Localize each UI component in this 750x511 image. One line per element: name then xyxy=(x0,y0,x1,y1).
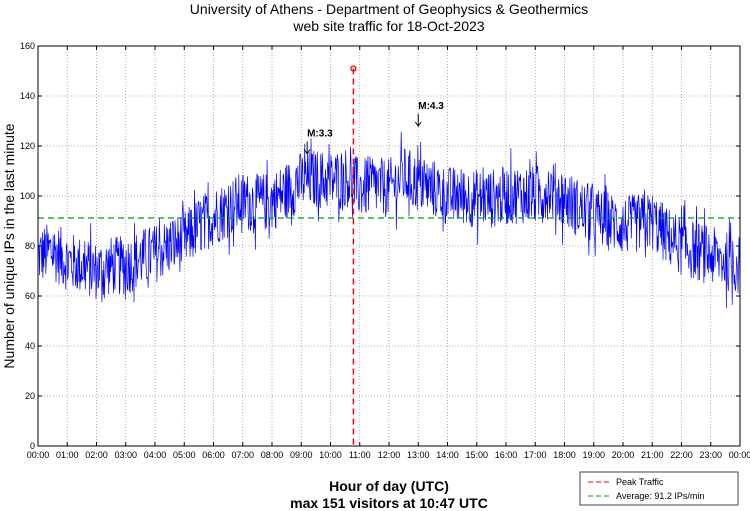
peak-marker xyxy=(350,65,357,72)
annotation-label: M:3.3 xyxy=(307,129,333,140)
legend-peak-label: Peak Traffic xyxy=(616,477,664,487)
chart-subtitle: web site traffic for 18-Oct-2023 xyxy=(292,18,484,34)
chart-title: University of Athens - Department of Geo… xyxy=(190,1,588,17)
y-tick-label: 40 xyxy=(25,341,35,351)
y-tick-label: 0 xyxy=(30,441,35,451)
x-tick-label: 05:00 xyxy=(173,450,196,460)
y-tick-label: 120 xyxy=(20,141,35,151)
x-tick-label: 03:00 xyxy=(114,450,137,460)
y-tick-label: 80 xyxy=(25,241,35,251)
y-tick-label: 20 xyxy=(25,391,35,401)
legend: Peak Traffic Average: 91.2 IPs/min xyxy=(579,471,739,506)
annotation-arrowhead xyxy=(414,121,422,127)
x-axis-ticks: 00:00 01:00 02:00 03:00 04:00 05:00 06:00 07:00… xyxy=(27,46,750,460)
x-tick-label: 01:00 xyxy=(56,450,79,460)
y-tick-label: 160 xyxy=(20,41,35,51)
y-tick-label: 100 xyxy=(20,191,35,201)
x-tick-label: 20:00 xyxy=(612,450,635,460)
y-tick-label: 60 xyxy=(25,291,35,301)
x-tick-label: 09:00 xyxy=(290,450,313,460)
annotations: M:3.3 M:4.3 xyxy=(303,101,444,155)
x-tick-label: 06:00 xyxy=(202,450,225,460)
x-axis-sublabel: max 151 visitors at 10:47 UTC xyxy=(290,495,488,511)
plot-frame xyxy=(37,45,741,447)
x-tick-label: 00:00 xyxy=(27,450,50,460)
x-tick-label: 16:00 xyxy=(495,450,518,460)
x-tick-label: 15:00 xyxy=(465,450,488,460)
x-tick-label: 04:00 xyxy=(144,450,167,460)
annotation-label: M:4.3 xyxy=(418,101,444,112)
x-tick-label: 18:00 xyxy=(553,450,576,460)
x-tick-label: 22:00 xyxy=(670,450,693,460)
x-tick-label: 13:00 xyxy=(407,450,430,460)
x-tick-label: 07:00 xyxy=(231,450,254,460)
x-tick-label: 23:00 xyxy=(699,450,722,460)
grid xyxy=(38,46,740,446)
x-axis-label: Hour of day (UTC) xyxy=(329,478,449,494)
legend-box xyxy=(579,471,739,506)
x-tick-label: 21:00 xyxy=(641,450,664,460)
x-tick-label: 00:00 xyxy=(729,450,750,460)
x-tick-label: 14:00 xyxy=(436,450,459,460)
x-tick-label: 10:00 xyxy=(319,450,342,460)
x-tick-label: 12:00 xyxy=(378,450,401,460)
x-tick-label: 19:00 xyxy=(582,450,605,460)
annotation-arrowhead xyxy=(303,149,311,155)
x-tick-label: 08:00 xyxy=(261,450,284,460)
x-tick-label: 17:00 xyxy=(524,450,547,460)
traffic-series-line xyxy=(37,131,741,309)
x-tick-label: 11:00 xyxy=(349,450,371,460)
x-tick-label: 02:00 xyxy=(85,450,108,460)
y-tick-label: 140 xyxy=(20,91,35,101)
legend-average-label: Average: 91.2 IPs/min xyxy=(616,491,704,501)
y-axis-label: Number of unique IPs in the last minute xyxy=(1,123,17,368)
